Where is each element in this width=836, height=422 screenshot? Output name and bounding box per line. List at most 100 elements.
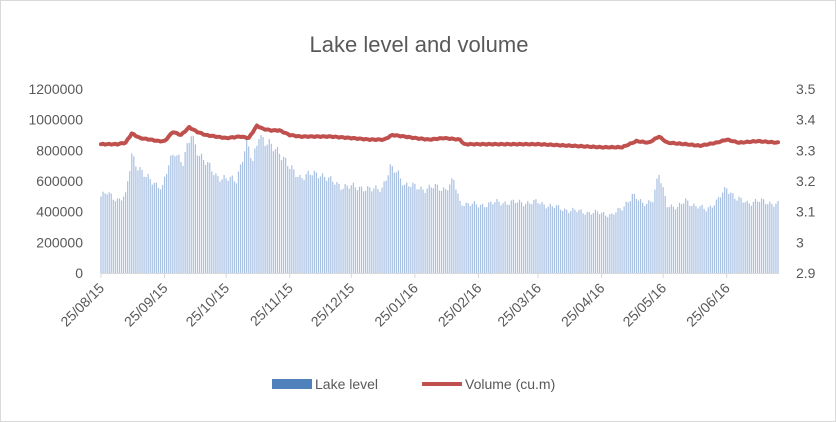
lake-level-bar (330, 176, 332, 273)
lake-level-bar (282, 156, 285, 273)
lake-level-bar (549, 203, 551, 273)
lake-level-bar (582, 213, 584, 273)
lake-level-bar (683, 203, 685, 273)
left-tick-label: 600000 (36, 173, 83, 189)
lake-level-bar (740, 197, 742, 273)
lake-level-bar (685, 198, 687, 273)
lake-level-bar (650, 201, 652, 273)
lake-level-bar (724, 187, 726, 273)
lake-level-bar (170, 155, 172, 273)
lake-level-bar (246, 136, 248, 273)
lake-level-bar (250, 157, 252, 273)
lake-level-bar (159, 189, 162, 273)
lake-level-bar (317, 178, 320, 273)
lake-level-bar (365, 190, 367, 273)
lake-level-bar (198, 155, 201, 273)
lake-level-bar (211, 171, 213, 273)
lake-level-bar (438, 190, 441, 273)
lake-level-bar (295, 176, 297, 273)
lake-level-bar (488, 202, 490, 273)
lake-level-bar (666, 207, 668, 273)
lake-level-bar (537, 203, 539, 273)
lake-level-bar (102, 191, 104, 273)
lake-level-bar (272, 151, 274, 273)
lake-level-bar (324, 177, 326, 273)
right-tick-label: 3 (796, 234, 804, 250)
lake-level-bar (127, 181, 129, 273)
lake-level-bar (129, 171, 131, 273)
lake-level-bar (596, 211, 599, 273)
lake-level-bar (769, 201, 771, 273)
lake-level-bar (221, 179, 223, 273)
lake-level-bar (118, 198, 121, 273)
lake-level-bar (516, 202, 519, 273)
lake-level-bar (110, 193, 112, 273)
lake-level-bar (471, 203, 473, 273)
lake-level-bar (553, 208, 555, 273)
lake-level-bar (369, 187, 371, 273)
lake-level-bar (389, 164, 391, 273)
right-tick-label: 3.2 (796, 173, 816, 189)
lake-level-bar (715, 199, 718, 273)
lake-level-bar (752, 201, 754, 273)
lake-level-bar (367, 186, 369, 273)
lake-level-bar (287, 166, 289, 273)
lake-level-bar (215, 173, 217, 273)
lake-level-bar (180, 162, 182, 273)
lake-level-bar (104, 193, 106, 273)
lake-level-bar (551, 206, 553, 273)
lake-level-bar (354, 187, 356, 273)
lake-level-bar (233, 181, 235, 273)
lake-level-bar (494, 202, 496, 273)
legend: Lake level Volume (cu.m) (272, 376, 555, 392)
lake-level-bar (728, 193, 730, 273)
lake-level-bar (305, 173, 307, 273)
x-tick-label: 25/06/16 (683, 280, 733, 330)
lake-level-bar (174, 156, 176, 273)
lake-level-bar (326, 180, 328, 273)
lake-level-bar (416, 189, 418, 273)
lake-level-bar (504, 201, 506, 273)
lake-level-bar (114, 201, 116, 273)
lake-level-bar (125, 192, 127, 273)
x-tick-label: 25/12/15 (308, 280, 358, 330)
lake-level-bar (336, 182, 338, 273)
lake-level-bar (137, 170, 139, 273)
lake-level-bar (481, 203, 484, 273)
lake-level-bar (531, 204, 533, 273)
lake-level-bar (241, 162, 244, 273)
lake-level-bar (746, 200, 748, 273)
lake-level-bar (713, 205, 716, 273)
lake-level-bar (270, 143, 272, 273)
lake-level-bar (500, 205, 502, 273)
lake-level-bar (555, 205, 558, 273)
lake-level-bar (510, 200, 512, 273)
lake-level-bar (133, 156, 135, 273)
lake-level-bar (664, 195, 666, 273)
lake-level-bar (291, 165, 293, 273)
lake-level-bar (395, 172, 398, 273)
lake-level-bar (145, 177, 147, 273)
lake-level-bar (344, 184, 346, 273)
lake-level-bar (371, 191, 373, 273)
lake-level-bar (420, 186, 422, 273)
lake-level-bar (619, 208, 621, 273)
lake-level-bar (348, 188, 350, 273)
lake-level-bar (445, 189, 447, 273)
lake-level-bar (391, 166, 393, 273)
lake-level-bar (559, 209, 562, 273)
lake-level-bar (207, 161, 209, 273)
lake-level-bar (299, 174, 301, 273)
lake-level-bar (172, 154, 174, 273)
x-tick-label: 25/10/15 (182, 280, 232, 330)
lake-level-bar (543, 204, 545, 273)
lake-level-bar (717, 197, 720, 273)
lake-level-bar (668, 207, 670, 273)
lake-level-bar (116, 198, 119, 273)
lake-level-bar (264, 145, 266, 273)
lake-level-bar (576, 211, 578, 273)
lake-level-bar (748, 203, 750, 273)
lake-level-bar (289, 168, 291, 273)
lake-level-bar (375, 185, 377, 273)
